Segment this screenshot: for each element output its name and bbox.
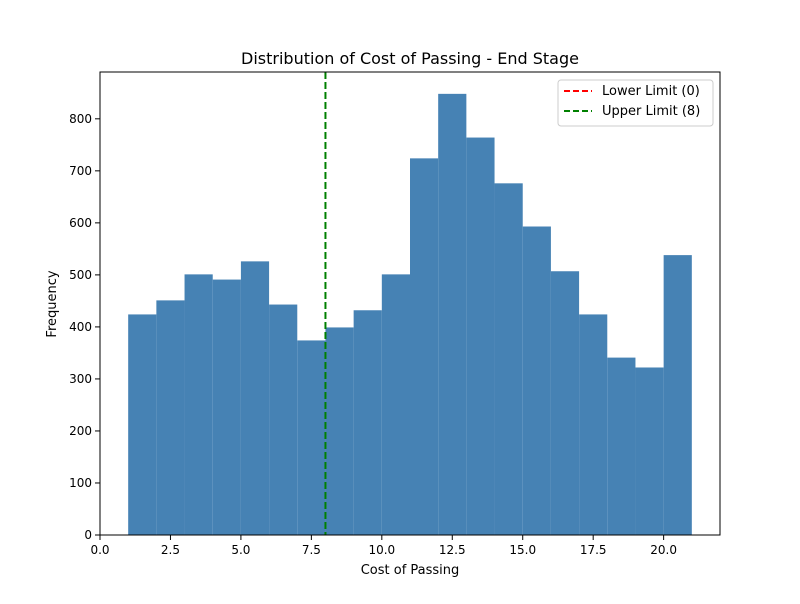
legend-box	[557, 79, 714, 127]
y-tick-label: 400	[69, 320, 92, 334]
axes-frame	[99, 71, 721, 536]
histogram-bar-20	[663, 255, 692, 536]
y-tick-label: 300	[69, 372, 92, 386]
histogram-bar-2	[156, 300, 185, 535]
histogram-bar-5	[240, 261, 270, 535]
x-tick-label: 10.0	[368, 543, 395, 557]
y-axis-label: Frequency	[45, 270, 60, 337]
histogram-bar-19	[635, 367, 664, 535]
histogram-bar-11	[410, 158, 439, 535]
legend-label-2: Upper Limit (8)	[602, 104, 700, 119]
x-tick-label: 17.5	[580, 543, 607, 557]
y-tick-label: 800	[69, 112, 92, 126]
chart-title: Distribution of Cost of Passing - End St…	[241, 49, 579, 68]
legend-entries: Lower Limit (0) Upper Limit (8)	[564, 84, 700, 119]
histogram-bar-1	[128, 314, 157, 535]
y-tick-label: 200	[69, 424, 92, 438]
x-tick-label: 0.0	[90, 543, 109, 557]
histogram-bar-10	[381, 274, 410, 535]
x-axis-ticks: 0.0 2.5 5.0 7.5 10.0 12.5 15.0 17.5 20.0	[90, 535, 677, 557]
legend: Lower Limit (0) Upper Limit (8)	[557, 79, 714, 127]
bars-group	[128, 93, 692, 536]
histogram-bar-16	[550, 271, 580, 535]
x-axis-label: Cost of Passing	[361, 563, 460, 578]
legend-label-1: Lower Limit (0)	[602, 84, 700, 99]
histogram-bar-6	[269, 304, 298, 535]
y-tick-label: 700	[69, 164, 92, 178]
histogram-bar-4	[212, 279, 241, 535]
histogram-bar-3	[184, 274, 213, 535]
x-tick-label: 7.5	[302, 543, 321, 557]
y-tick-label: 600	[69, 216, 92, 230]
histogram-bar-13	[466, 137, 495, 535]
x-tick-label: 5.0	[231, 543, 250, 557]
x-tick-label: 20.0	[650, 543, 677, 557]
x-tick-label: 15.0	[509, 543, 536, 557]
x-tick-label: 2.5	[161, 543, 180, 557]
histogram-bar-8	[325, 327, 354, 535]
y-axis-ticks: 0 100 200 300 400 500 600 700 800	[69, 112, 100, 542]
y-tick-label: 0	[84, 528, 92, 542]
histogram-bar-14	[494, 183, 523, 535]
y-tick-label: 100	[69, 476, 92, 490]
histogram-bar-12	[438, 93, 467, 536]
histogram-bar-17	[579, 314, 608, 535]
histogram-bar-18	[607, 357, 636, 535]
histogram-bar-7	[297, 340, 326, 535]
histogram-bar-9	[353, 310, 382, 535]
histogram-bar-15	[522, 226, 551, 535]
x-tick-label: 12.5	[439, 543, 466, 557]
y-tick-label: 500	[69, 268, 92, 282]
